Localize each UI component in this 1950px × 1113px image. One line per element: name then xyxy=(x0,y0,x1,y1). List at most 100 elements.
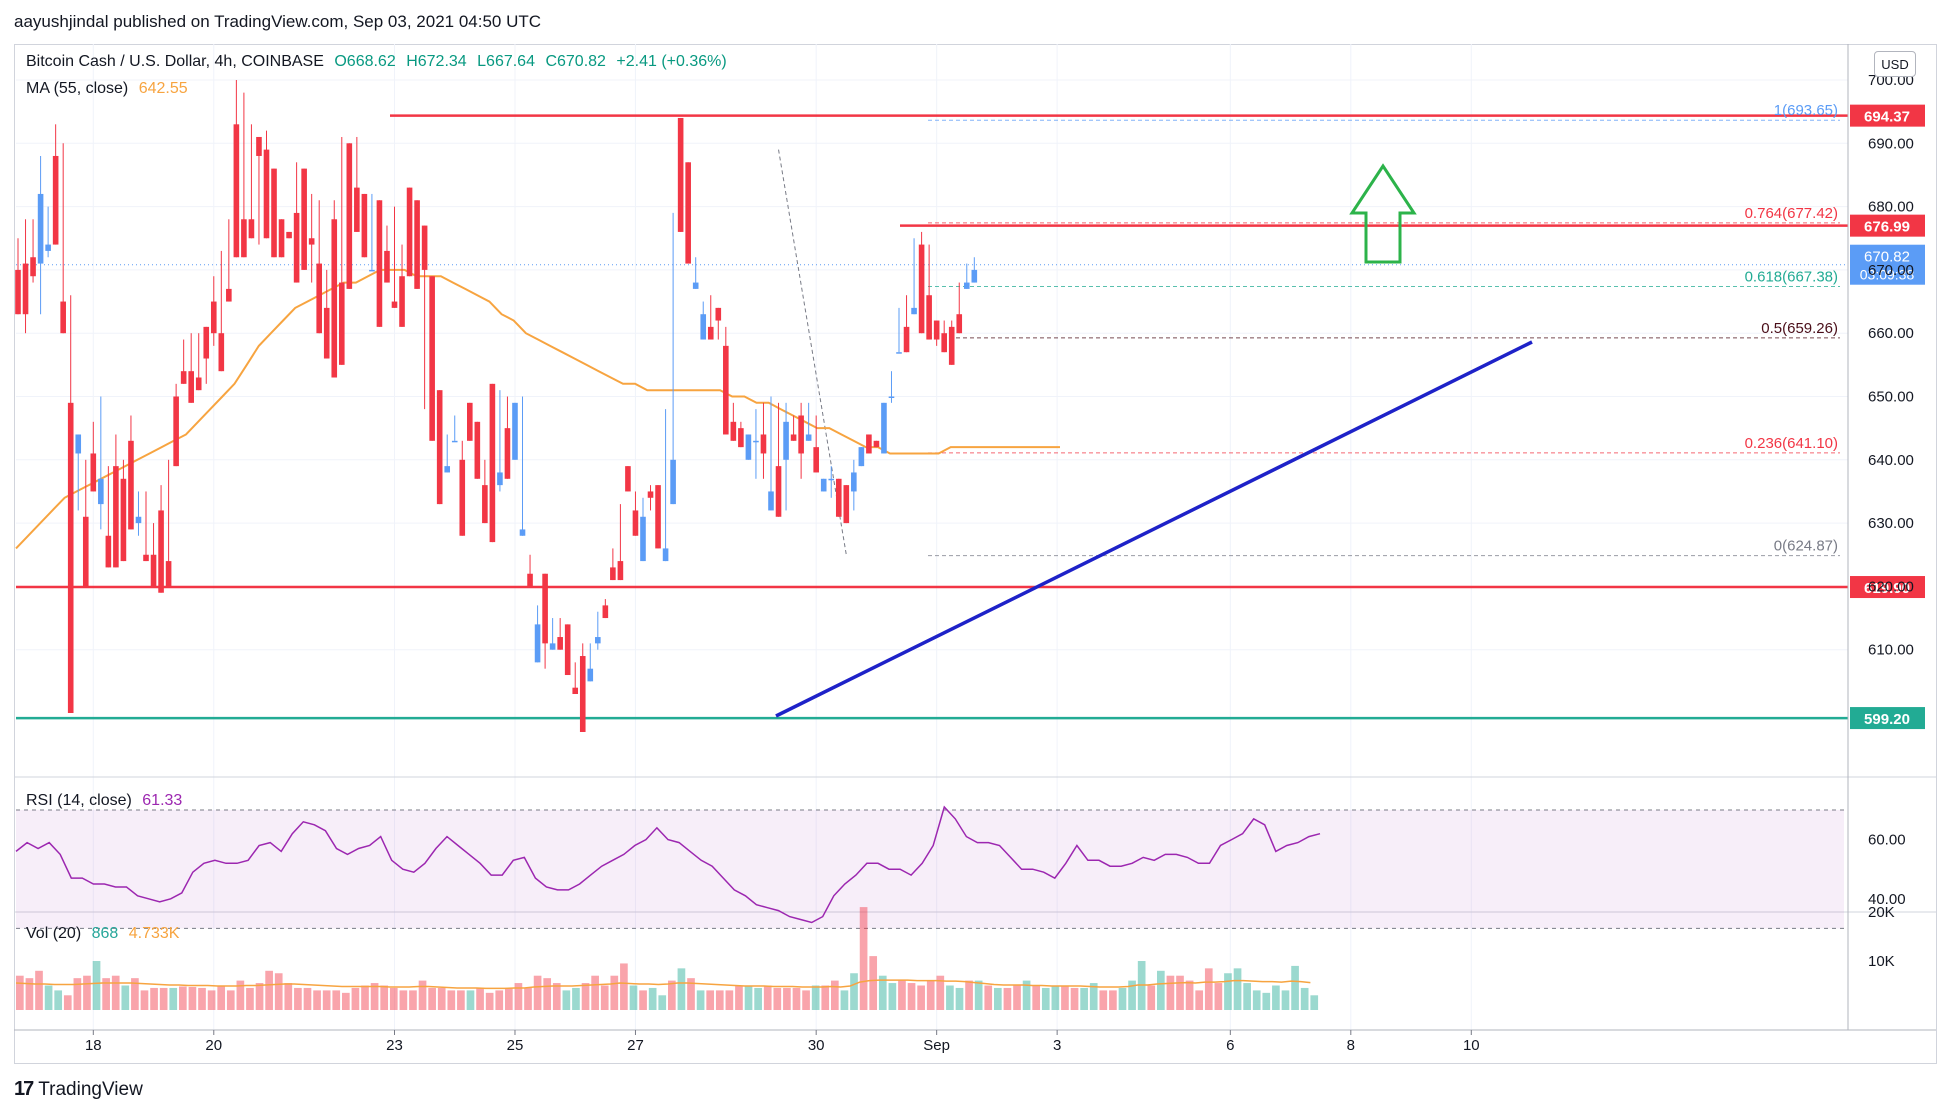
candle[interactable] xyxy=(467,402,473,441)
candle[interactable] xyxy=(278,219,285,258)
candle[interactable] xyxy=(210,276,217,346)
candle[interactable] xyxy=(655,485,661,549)
candle[interactable] xyxy=(926,244,932,340)
candle[interactable] xyxy=(128,415,134,530)
candle[interactable] xyxy=(90,421,97,492)
candle[interactable] xyxy=(881,402,887,454)
candle[interactable] xyxy=(858,447,865,467)
candle[interactable] xyxy=(308,193,315,283)
candle[interactable] xyxy=(406,187,413,277)
candle[interactable] xyxy=(369,193,375,272)
candle[interactable] xyxy=(113,434,119,568)
candle[interactable] xyxy=(587,643,594,682)
candle[interactable] xyxy=(188,333,194,403)
candle[interactable] xyxy=(286,231,292,239)
candle[interactable] xyxy=(647,485,654,511)
candle[interactable] xyxy=(595,611,601,650)
candle[interactable] xyxy=(835,478,842,517)
candle[interactable] xyxy=(805,402,812,441)
candle[interactable] xyxy=(60,143,66,334)
candle[interactable] xyxy=(135,491,142,536)
candle[interactable] xyxy=(241,92,247,258)
candle[interactable] xyxy=(956,282,963,334)
candle[interactable] xyxy=(798,402,804,479)
candle[interactable] xyxy=(376,200,383,327)
candle[interactable] xyxy=(15,238,21,315)
candle[interactable] xyxy=(896,307,902,354)
candle[interactable] xyxy=(346,143,353,289)
candle[interactable] xyxy=(263,130,270,239)
candle[interactable] xyxy=(527,554,533,587)
candle[interactable] xyxy=(218,250,225,372)
candle[interactable] xyxy=(338,136,345,365)
candle[interactable] xyxy=(173,383,179,467)
candle[interactable] xyxy=(354,136,360,232)
candle[interactable] xyxy=(557,618,563,650)
support-trendline[interactable] xyxy=(775,340,1533,718)
candle[interactable] xyxy=(963,263,970,289)
candle[interactable] xyxy=(933,320,940,346)
candle[interactable] xyxy=(677,117,684,232)
candle[interactable] xyxy=(75,434,82,511)
candle[interactable] xyxy=(98,396,104,530)
candle[interactable] xyxy=(790,415,797,441)
candle[interactable] xyxy=(632,491,639,536)
candle[interactable] xyxy=(256,136,262,245)
candle[interactable] xyxy=(233,80,240,258)
candle[interactable] xyxy=(399,244,405,327)
candle[interactable] xyxy=(564,624,571,676)
candle[interactable] xyxy=(700,301,707,340)
candle[interactable] xyxy=(579,643,586,732)
candle[interactable] xyxy=(512,402,518,460)
candle[interactable] xyxy=(316,200,322,334)
candle[interactable] xyxy=(301,168,307,270)
candle[interactable] xyxy=(30,219,36,283)
candle[interactable] xyxy=(911,238,917,315)
candle[interactable] xyxy=(692,257,699,289)
candle[interactable] xyxy=(22,219,29,334)
candle[interactable] xyxy=(753,409,759,479)
candle[interactable] xyxy=(813,415,819,473)
candle[interactable] xyxy=(948,320,955,365)
candle[interactable] xyxy=(941,320,947,353)
candle[interactable] xyxy=(323,269,330,359)
candle[interactable] xyxy=(474,421,481,479)
candle[interactable] xyxy=(662,409,669,562)
candle[interactable] xyxy=(602,599,609,619)
candle[interactable] xyxy=(489,383,496,543)
candle[interactable] xyxy=(670,212,676,505)
candle[interactable] xyxy=(143,491,149,562)
candle[interactable] xyxy=(248,124,255,239)
candle[interactable] xyxy=(459,440,466,536)
up-arrow-icon[interactable] xyxy=(1349,163,1417,264)
candle[interactable] xyxy=(918,231,925,334)
candle[interactable] xyxy=(685,162,691,264)
candle[interactable] xyxy=(783,402,789,511)
candle[interactable] xyxy=(971,257,978,283)
candle[interactable] xyxy=(444,434,451,473)
candle[interactable] xyxy=(542,573,548,669)
candle[interactable] xyxy=(866,434,872,454)
candle[interactable] xyxy=(745,434,752,460)
candle[interactable] xyxy=(843,485,850,524)
candle[interactable] xyxy=(610,548,616,581)
candle[interactable] xyxy=(617,504,624,581)
candle[interactable] xyxy=(851,459,857,511)
candle[interactable] xyxy=(421,225,428,410)
candle[interactable] xyxy=(451,415,458,443)
candle[interactable] xyxy=(293,162,300,283)
candle[interactable] xyxy=(67,295,74,713)
candle[interactable] xyxy=(760,402,767,479)
candle[interactable] xyxy=(37,155,44,315)
candle[interactable] xyxy=(429,276,435,441)
candle[interactable] xyxy=(519,396,526,536)
candle[interactable] xyxy=(384,225,390,283)
candle[interactable] xyxy=(640,497,646,562)
candle[interactable] xyxy=(158,485,164,593)
candle[interactable] xyxy=(738,421,744,448)
candle[interactable] xyxy=(82,459,89,587)
candle[interactable] xyxy=(768,396,774,511)
candle[interactable] xyxy=(730,402,737,441)
currency-button[interactable]: USD xyxy=(1874,51,1916,77)
